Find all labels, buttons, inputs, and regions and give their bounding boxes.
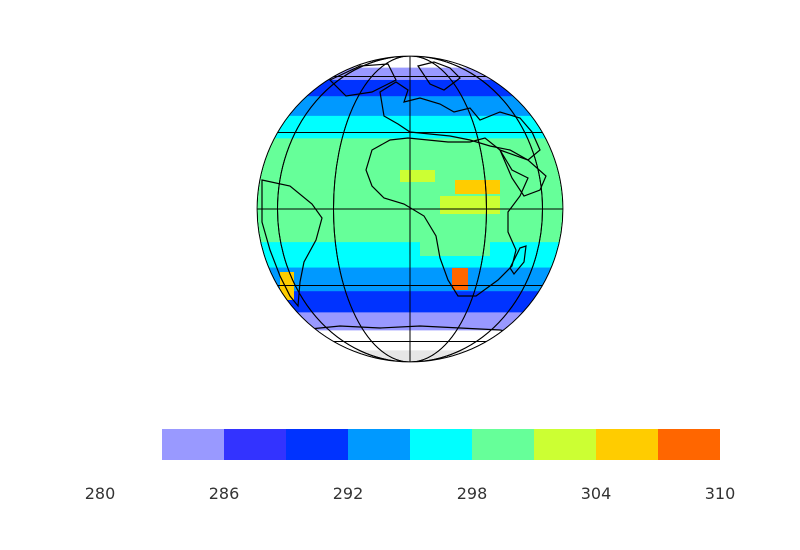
meridian-60 xyxy=(276,56,544,362)
colorbar-segment xyxy=(348,429,410,460)
colorbar-tick-label: 310 xyxy=(704,484,736,503)
colorbar-segment xyxy=(596,429,658,460)
colorbar-tick-label: 304 xyxy=(580,484,612,503)
graticule xyxy=(257,56,563,362)
madagascar-outline xyxy=(509,245,527,276)
colorbar-tick-label: 286 xyxy=(208,484,240,503)
globe-rim xyxy=(256,55,564,363)
antarctica-outline xyxy=(299,325,531,337)
greenland-outline xyxy=(328,63,397,97)
colorbar-tick-label: 292 xyxy=(332,484,364,503)
colorbar-segment xyxy=(534,429,596,460)
colorbar-segment xyxy=(162,429,224,460)
warm-patch-sahara xyxy=(400,170,435,182)
south-america-outline xyxy=(261,179,323,308)
colorbar-segment xyxy=(472,429,534,460)
colorbar-segment xyxy=(286,429,348,460)
globe-map xyxy=(256,55,564,363)
warm-patch-kalahari xyxy=(452,268,468,290)
warm-patch-east-africa xyxy=(440,196,500,214)
africa-outline xyxy=(365,137,529,297)
colorbar-segment xyxy=(658,429,720,460)
scandinavia-outline xyxy=(417,61,461,91)
land-patch-central-africa xyxy=(420,226,490,256)
colorbar-tick-label: 298 xyxy=(456,484,488,503)
colorbar-segment xyxy=(410,429,472,460)
colorbar-segment xyxy=(224,429,286,460)
arabia-outline xyxy=(498,148,547,197)
colorbar xyxy=(162,429,720,460)
colorbar-tick-label: 280 xyxy=(84,484,116,503)
meridian-30 xyxy=(333,56,487,362)
warm-patch-sahel xyxy=(455,180,500,194)
